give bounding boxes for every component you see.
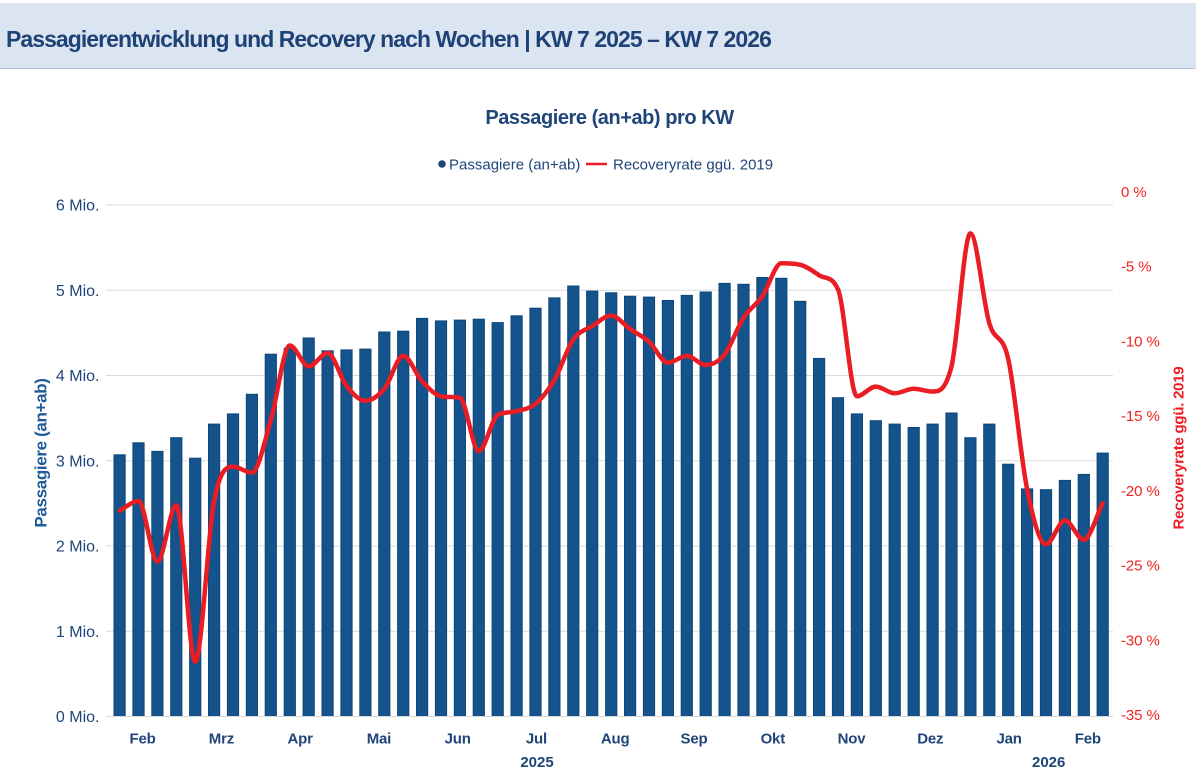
svg-text:-20 %: -20 %	[1121, 483, 1160, 500]
svg-text:Feb: Feb	[130, 731, 156, 748]
svg-text:2026: 2026	[1032, 754, 1065, 771]
svg-text:Jan: Jan	[996, 731, 1021, 748]
svg-text:2025: 2025	[520, 754, 553, 771]
svg-text:6 Mio.: 6 Mio.	[56, 198, 100, 215]
svg-text:-35 %: -35 %	[1121, 707, 1160, 724]
svg-text:0 %: 0 %	[1121, 184, 1147, 201]
svg-text:Passagiere (an+ab): Passagiere (an+ab)	[449, 157, 580, 174]
svg-text:-30 %: -30 %	[1121, 632, 1160, 649]
svg-text:Jun: Jun	[445, 731, 471, 748]
svg-text:5 Mio.: 5 Mio.	[56, 283, 100, 300]
svg-text:Feb: Feb	[1075, 731, 1101, 748]
svg-text:Apr: Apr	[287, 731, 313, 748]
svg-text:3 Mio.: 3 Mio.	[56, 453, 100, 470]
svg-text:Sep: Sep	[681, 731, 708, 748]
svg-text:-15 %: -15 %	[1121, 408, 1160, 425]
svg-text:Passagiere (an+ab): Passagiere (an+ab)	[32, 378, 51, 527]
svg-text:Jul: Jul	[526, 731, 547, 748]
svg-text:Passagiere (an+ab) pro KW: Passagiere (an+ab) pro KW	[485, 107, 734, 129]
svg-text:2 Mio.: 2 Mio.	[56, 539, 100, 556]
svg-text:Recoveryrate ggü. 2019: Recoveryrate ggü. 2019	[1171, 367, 1188, 530]
svg-text:Passagierentwicklung und Recov: Passagierentwicklung und Recovery nach W…	[6, 26, 771, 52]
svg-text:Aug: Aug	[601, 731, 630, 748]
svg-text:Recoveryrate ggü. 2019: Recoveryrate ggü. 2019	[613, 157, 773, 174]
svg-text:Nov: Nov	[838, 731, 867, 748]
svg-text:0 Mio.: 0 Mio.	[56, 709, 100, 726]
svg-text:4 Mio.: 4 Mio.	[56, 368, 100, 385]
svg-text:Mrz: Mrz	[209, 731, 234, 748]
svg-text:Okt: Okt	[761, 731, 786, 748]
svg-text:Dez: Dez	[917, 731, 943, 748]
svg-text:-5 %: -5 %	[1121, 259, 1151, 276]
svg-text:-10 %: -10 %	[1121, 333, 1160, 350]
svg-text:1 Mio.: 1 Mio.	[56, 624, 100, 641]
svg-text:Mai: Mai	[367, 731, 391, 748]
svg-text:-25 %: -25 %	[1121, 558, 1160, 575]
